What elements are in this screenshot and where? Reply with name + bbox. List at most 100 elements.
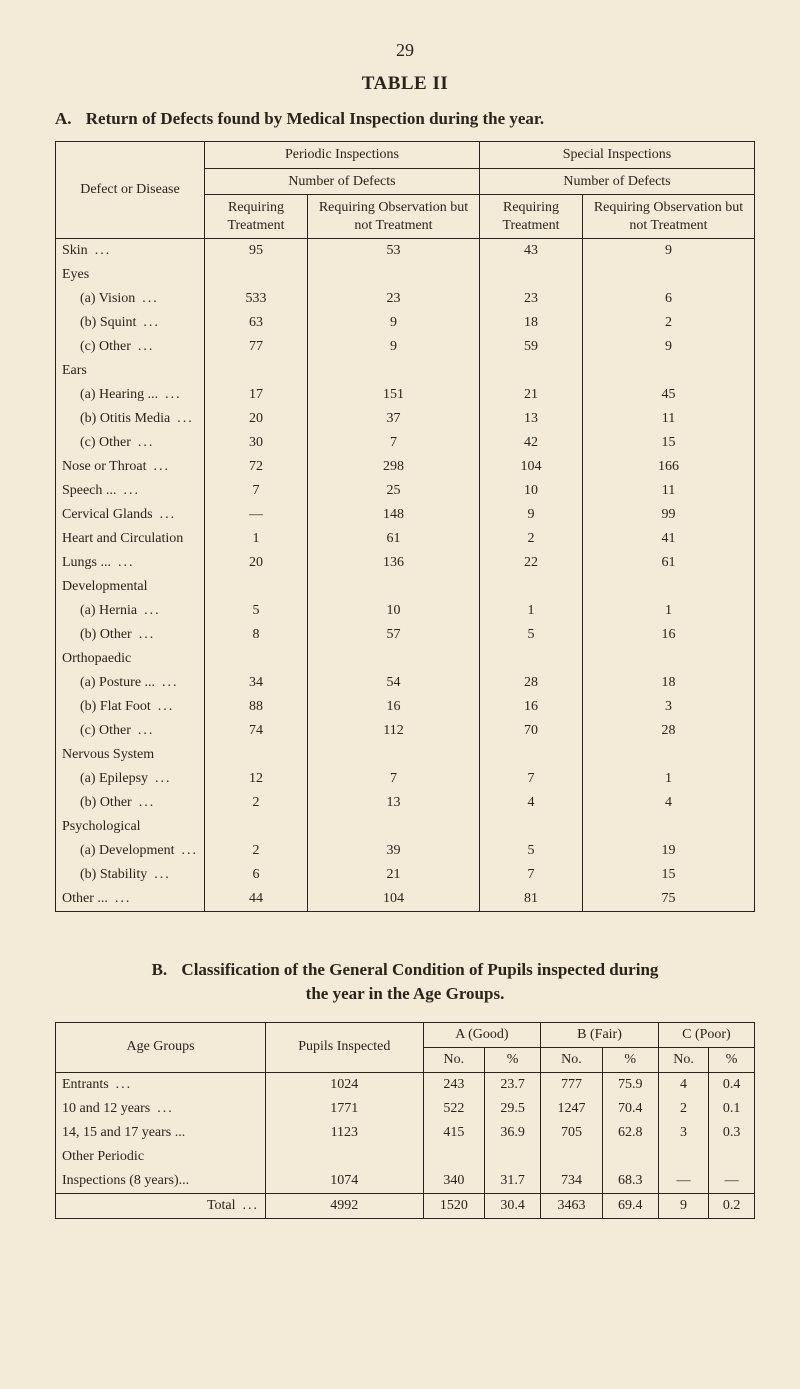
- col-pupils: Pupils Inspected: [266, 1022, 424, 1072]
- cell: 136: [308, 551, 480, 575]
- cell: 3463: [541, 1193, 602, 1218]
- table-row: 14, 15 and 17 years ...112341536.970562.…: [56, 1121, 755, 1145]
- cell: [583, 647, 755, 671]
- cell: 1074: [266, 1169, 424, 1194]
- row-label: Nervous System: [56, 743, 205, 767]
- cell: 415: [423, 1121, 484, 1145]
- cell: 23: [308, 287, 480, 311]
- col-A-pct: %: [485, 1047, 541, 1072]
- page-number: 29: [55, 40, 755, 61]
- cell: 7: [308, 431, 480, 455]
- cell: 22: [479, 551, 582, 575]
- cell: 6: [583, 287, 755, 311]
- table-row: (c) Other ...3074215: [56, 431, 755, 455]
- cell: 104: [479, 455, 582, 479]
- cell: 522: [423, 1097, 484, 1121]
- cell: 75: [583, 887, 755, 912]
- cell: 148: [308, 503, 480, 527]
- cell: 2: [583, 311, 755, 335]
- cell: 0.4: [709, 1072, 755, 1097]
- cell: 9: [479, 503, 582, 527]
- cell: 44: [204, 887, 307, 912]
- table-row: (a) Hearing ... ...171512145: [56, 383, 755, 407]
- cell: [204, 743, 307, 767]
- table-row: (a) Hernia ...51011: [56, 599, 755, 623]
- cell: [308, 815, 480, 839]
- row-label: (b) Flat Foot ...: [56, 695, 205, 719]
- cell: 23: [479, 287, 582, 311]
- cell: 777: [541, 1072, 602, 1097]
- row-label: 14, 15 and 17 years ...: [56, 1121, 266, 1145]
- cell: 340: [423, 1169, 484, 1194]
- col-req-treat-special: Requiring Treatment: [479, 195, 582, 239]
- cell: 2: [204, 791, 307, 815]
- cell: 4: [658, 1072, 708, 1097]
- cell: [583, 815, 755, 839]
- cell: [583, 743, 755, 767]
- cell: 20: [204, 551, 307, 575]
- table-row: (b) Stability ...621715: [56, 863, 755, 887]
- table-row: (a) Epilepsy ...12771: [56, 767, 755, 791]
- cell: 5: [204, 599, 307, 623]
- cell: [479, 263, 582, 287]
- col-C-pct: %: [709, 1047, 755, 1072]
- cell: [479, 647, 582, 671]
- row-label: Developmental: [56, 575, 205, 599]
- row-label: Entrants ...: [56, 1072, 266, 1097]
- cell: 5: [479, 623, 582, 647]
- cell: 45: [583, 383, 755, 407]
- cell: 15: [583, 431, 755, 455]
- row-label: Orthopaedic: [56, 647, 205, 671]
- col-C: C (Poor): [658, 1022, 754, 1047]
- cell: [308, 647, 480, 671]
- cell: 39: [308, 839, 480, 863]
- col-A-no: No.: [423, 1047, 484, 1072]
- cell: 70: [479, 719, 582, 743]
- cell: 4: [583, 791, 755, 815]
- cell: 298: [308, 455, 480, 479]
- cell: [583, 263, 755, 287]
- cell: 1247: [541, 1097, 602, 1121]
- cell: 63: [204, 311, 307, 335]
- cell: —: [709, 1169, 755, 1194]
- col-A: A (Good): [423, 1022, 541, 1047]
- row-label: Lungs ... ...: [56, 551, 205, 575]
- cell: 28: [479, 671, 582, 695]
- cell: [204, 815, 307, 839]
- table-row: (a) Development ...239519: [56, 839, 755, 863]
- cell: [308, 743, 480, 767]
- cell: 17: [204, 383, 307, 407]
- cell: 37: [308, 407, 480, 431]
- table-row: Cervical Glands ...—148999: [56, 503, 755, 527]
- cell: 25: [308, 479, 480, 503]
- cell: 4992: [266, 1193, 424, 1218]
- table-ii-title: TABLE II: [55, 73, 755, 95]
- cell: 11: [583, 407, 755, 431]
- cell: [709, 1145, 755, 1169]
- table-row: (a) Posture ... ...34542818: [56, 671, 755, 695]
- cell: —: [658, 1169, 708, 1194]
- table-row: Other ... ...441048175: [56, 887, 755, 912]
- cell: [204, 575, 307, 599]
- cell: 75.9: [602, 1072, 658, 1097]
- table-row: Heart and Circulation161241: [56, 527, 755, 551]
- table-row: Lungs ... ...201362261: [56, 551, 755, 575]
- cell: 41: [583, 527, 755, 551]
- cell: [541, 1145, 602, 1169]
- cell: 16: [308, 695, 480, 719]
- cell: 1: [479, 599, 582, 623]
- cell: [479, 575, 582, 599]
- cell: [602, 1145, 658, 1169]
- table-row: (c) Other ...779599: [56, 335, 755, 359]
- cell: 7: [479, 863, 582, 887]
- cell: 99: [583, 503, 755, 527]
- cell: [583, 359, 755, 383]
- cell: 62.8: [602, 1121, 658, 1145]
- cell: 43: [479, 239, 582, 264]
- cell: 70.4: [602, 1097, 658, 1121]
- table-row: 10 and 12 years ...177152229.5124770.420…: [56, 1097, 755, 1121]
- col-defect: Defect or Disease: [56, 142, 205, 239]
- cell: [308, 359, 480, 383]
- table-row: Speech ... ...7251011: [56, 479, 755, 503]
- cell: 77: [204, 335, 307, 359]
